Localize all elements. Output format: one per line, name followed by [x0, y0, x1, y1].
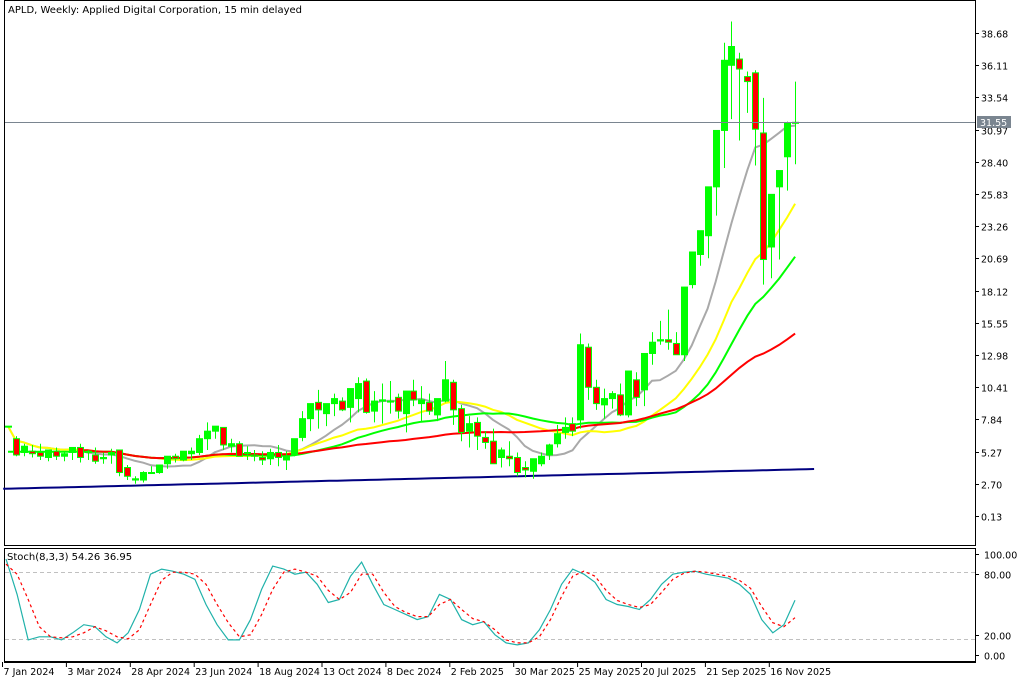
chart-title: APLD, Weekly: Applied Digital Corporatio…	[8, 5, 302, 16]
stoch-axis: 100.00 80.00 20.00 0.00	[975, 551, 1017, 663]
stoch-tick-label: 20.00	[984, 632, 1011, 643]
price-tick-label: 12.98	[981, 352, 1008, 363]
time-tick-label: 2 Feb 2025	[451, 667, 504, 678]
price-tick-label: 23.26	[981, 223, 1008, 234]
price-tick-label: 33.54	[981, 94, 1008, 105]
time-axis: 7 Jan 2024 3 Mar 2024 28 Apr 2024 23 Jun 20…	[2, 662, 976, 678]
price-tick-label: 5.27	[981, 449, 1002, 460]
price-tick-label: 2.70	[981, 481, 1002, 492]
time-tick-label: 21 Sep 2025	[706, 667, 766, 678]
stochastic-lines	[5, 558, 796, 646]
time-tick-label: 20 Jul 2025	[643, 667, 697, 678]
time-tick-label: 3 Mar 2024	[67, 667, 121, 678]
time-tick-label: 16 Nov 2025	[770, 667, 831, 678]
stoch-tick-label: 80.00	[984, 571, 1011, 582]
price-tick-label: 10.41	[981, 384, 1008, 395]
price-tick-label: 18.12	[981, 288, 1008, 299]
price-tick-label: 0.13	[981, 513, 1002, 524]
price-tick-label: 38.68	[981, 30, 1008, 41]
stoch-panel-frame	[4, 548, 976, 662]
price-axis: 38.68 36.11 33.54 30.97 28.40 25.83 23.26 20.69…	[975, 30, 1008, 524]
price-tick-label: 30.97	[981, 127, 1008, 138]
time-tick-label: 23 Jun 2024	[195, 667, 252, 678]
time-tick-label: 18 Aug 2024	[259, 667, 320, 678]
time-tick-label: 30 Mar 2025	[515, 667, 575, 678]
stoch-tick-label: 0.00	[984, 652, 1005, 663]
price-tick-label: 25.83	[981, 191, 1008, 202]
time-tick-label: 28 Apr 2024	[131, 667, 190, 678]
price-tick-label: 7.84	[981, 416, 1002, 427]
price-tick-label: 36.11	[981, 62, 1008, 73]
moving-averages	[3, 124, 815, 490]
price-tick-label: 20.69	[981, 255, 1008, 266]
current-price-label: 31.55	[980, 118, 1007, 129]
current-price-badge	[977, 116, 1011, 128]
price-tick-label: 15.55	[981, 320, 1008, 331]
stoch-tick-label: 100.00	[984, 551, 1017, 562]
time-tick-label: 25 May 2025	[579, 667, 641, 678]
candlesticks	[5, 21, 799, 484]
time-tick-label: 8 Dec 2024	[387, 667, 442, 678]
price-tick-label: 28.40	[981, 159, 1008, 170]
stoch-label: Stoch(8,3,3) 54.26 36.95	[7, 552, 132, 563]
time-tick-label: 7 Jan 2024	[4, 667, 55, 678]
time-tick-label: 13 Oct 2024	[323, 667, 382, 678]
